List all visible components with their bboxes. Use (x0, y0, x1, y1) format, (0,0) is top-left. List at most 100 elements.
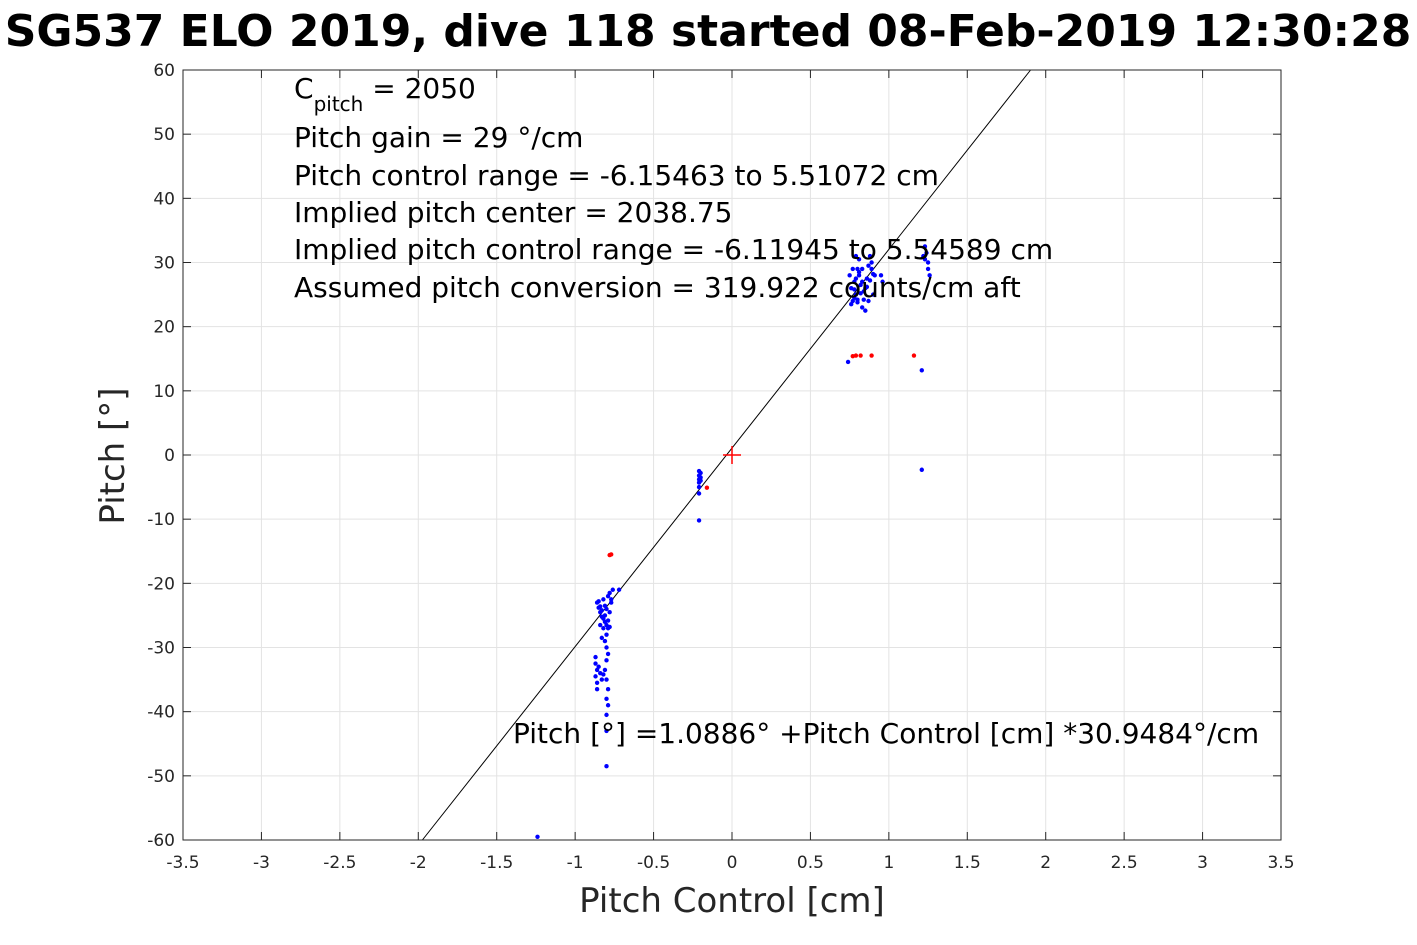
data-point (856, 269, 862, 275)
data-point (601, 626, 606, 631)
data-point (604, 696, 609, 702)
data-points (535, 244, 932, 839)
cpitch-value: = 2050 (363, 72, 476, 105)
cpitch-base: C (294, 72, 314, 105)
x-tick-label: 1.5 (954, 853, 981, 873)
data-point (604, 677, 609, 682)
data-point (609, 600, 614, 605)
y-tick-label: -30 (147, 639, 175, 659)
data-point (867, 253, 873, 259)
x-tick-label: -2.5 (323, 853, 356, 873)
x-tick-label: -2 (410, 853, 427, 873)
y-tick-label: 30 (153, 254, 175, 274)
data-point (847, 273, 852, 278)
data-point (535, 834, 540, 839)
grid (182, 69, 1282, 841)
data-point (609, 597, 614, 602)
data-point (919, 467, 924, 472)
data-point (604, 645, 609, 650)
data-point (602, 638, 608, 644)
data-point (919, 368, 924, 373)
center-marker-group (723, 446, 741, 464)
data-point (594, 680, 600, 685)
data-point (596, 599, 601, 604)
data-point (696, 491, 702, 496)
data-point (845, 359, 851, 365)
data-point (869, 260, 874, 265)
data-point (925, 266, 931, 272)
data-point (605, 687, 611, 692)
data-point (870, 292, 876, 297)
data-point (599, 635, 605, 641)
data-point (605, 651, 611, 657)
data-point (866, 298, 871, 304)
data-point (607, 552, 612, 558)
data-point (859, 279, 865, 284)
chart-title: SG537 ELO 2019, dive 118 started 08-Feb-… (5, 6, 1412, 57)
x-tick-label: 1 (883, 853, 894, 873)
data-point (925, 260, 931, 265)
data-point (878, 273, 884, 278)
data-point (859, 305, 865, 310)
y-tick-label: -10 (147, 510, 175, 530)
data-point (610, 587, 615, 592)
y-tick-label: 0 (164, 446, 175, 466)
data-point (596, 664, 601, 669)
y-tick-label: 50 (153, 125, 175, 145)
data-point (922, 257, 928, 262)
annotation-pitch-gain: Pitch gain = 29 °/cm (294, 121, 583, 154)
data-point (616, 587, 622, 592)
annotation-implied-pitch-control-range: Implied pitch control range = -6.11945 t… (294, 233, 1053, 266)
data-point (605, 618, 611, 623)
y-axis-label: Pitch [°] (93, 387, 133, 524)
cpitch-subscript: pitch (314, 92, 364, 116)
data-point (863, 308, 868, 313)
data-point (607, 590, 612, 596)
data-point (598, 604, 603, 609)
data-point (599, 608, 605, 613)
data-point (698, 478, 703, 483)
data-point (602, 613, 608, 618)
data-point (853, 253, 859, 259)
data-point (604, 606, 609, 612)
x-tick-label: 0 (727, 853, 738, 873)
data-point (604, 632, 609, 637)
data-point (856, 273, 862, 278)
annotation-implied-pitch-center: Implied pitch center = 2038.75 (294, 196, 732, 229)
x-axis-label: Pitch Control [cm] (579, 881, 885, 921)
annotation-assumed-pitch-conversion: Assumed pitch conversion = 319.922 count… (294, 271, 1021, 304)
x-tick-label: -0.5 (637, 853, 670, 873)
data-point (598, 622, 603, 628)
annotation-pitch-control-range: Pitch control range = -6.15463 to 5.5107… (294, 159, 939, 192)
x-tick-label: 2.5 (1111, 853, 1138, 873)
fit-equation: Pitch [°] =1.0886° +Pitch Control [cm] *… (513, 717, 1259, 750)
data-point (911, 353, 917, 358)
data-point (869, 266, 874, 272)
y-tick-label: 10 (153, 382, 175, 402)
data-point (853, 276, 859, 281)
data-point (922, 244, 928, 249)
data-point (698, 470, 703, 476)
data-point (593, 674, 598, 679)
x-tick-label: 3 (1197, 853, 1208, 873)
data-point (927, 273, 932, 278)
y-tick-label: -60 (147, 831, 175, 851)
data-point (852, 287, 857, 292)
x-tick-label: -1 (567, 853, 584, 873)
data-point (850, 266, 855, 272)
data-point (601, 672, 606, 677)
x-tick-label: -3.5 (166, 853, 199, 873)
data-point (704, 485, 710, 490)
y-tick-label: -20 (147, 574, 175, 594)
x-tick-label: 0.5 (797, 853, 824, 873)
y-tick-label: 20 (153, 318, 175, 338)
x-tick-label: 2 (1040, 853, 1051, 873)
data-point (880, 279, 885, 284)
y-tick-label: -40 (147, 703, 175, 723)
data-point (864, 284, 870, 290)
data-point (696, 484, 702, 490)
annotation-cpitch: Cpitch = 2050 (294, 72, 476, 116)
data-point (869, 353, 874, 358)
data-point (604, 764, 609, 769)
